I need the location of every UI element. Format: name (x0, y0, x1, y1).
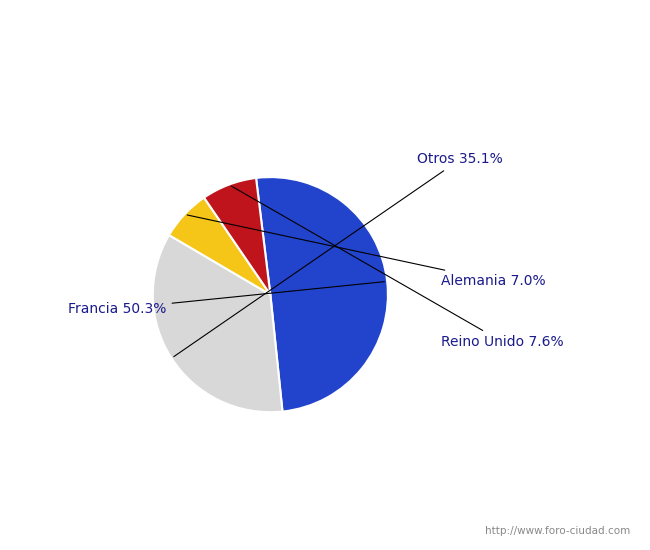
Wedge shape (204, 178, 270, 295)
Text: Reino Unido 7.6%: Reino Unido 7.6% (231, 186, 564, 349)
Text: Francia 50.3%: Francia 50.3% (68, 282, 384, 316)
Wedge shape (256, 177, 388, 411)
Text: Torrent - Turistas extranjeros según país - Abril de 2024: Torrent - Turistas extranjeros según paí… (95, 20, 555, 38)
Text: Otros 35.1%: Otros 35.1% (174, 152, 503, 356)
Text: Alemania 7.0%: Alemania 7.0% (187, 215, 545, 288)
Wedge shape (153, 235, 283, 412)
Text: http://www.foro-ciudad.com: http://www.foro-ciudad.com (486, 526, 630, 536)
Wedge shape (169, 197, 270, 295)
